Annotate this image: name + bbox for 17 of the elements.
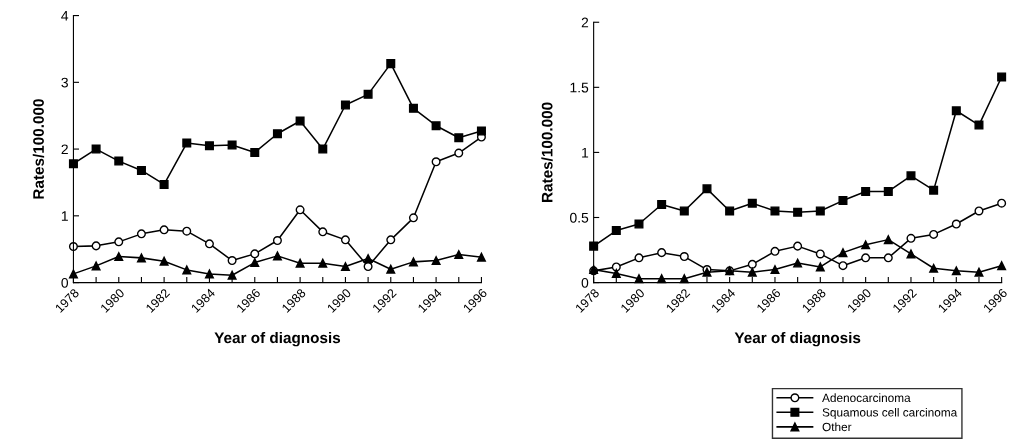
y-tick-label: 0 (61, 277, 69, 288)
y-tick-label: 0.5 (570, 212, 589, 223)
y-tick-label: 2 (581, 17, 589, 28)
legend-label: Other (822, 422, 852, 432)
y-tick-label: 2 (61, 144, 68, 155)
y-tick-label: 1 (582, 147, 589, 158)
y-axis-title: Rates/100.000 (32, 99, 45, 199)
x-axis-title: Year of diagnosis (734, 332, 861, 347)
y-tick-label: 1.5 (570, 82, 589, 93)
y-tick-label: 0 (581, 277, 589, 288)
legend-label: Squamous cell carcinoma (822, 407, 958, 419)
y-axis-title: Rates/100.000 (541, 102, 553, 202)
y-tick-label: 4 (61, 11, 69, 21)
x-axis-title: Year of diagnosis (214, 332, 341, 347)
legend-label: Adenocarcinoma (822, 393, 911, 403)
y-tick-label: 3 (61, 77, 68, 88)
y-tick-label: 1 (61, 211, 68, 221)
